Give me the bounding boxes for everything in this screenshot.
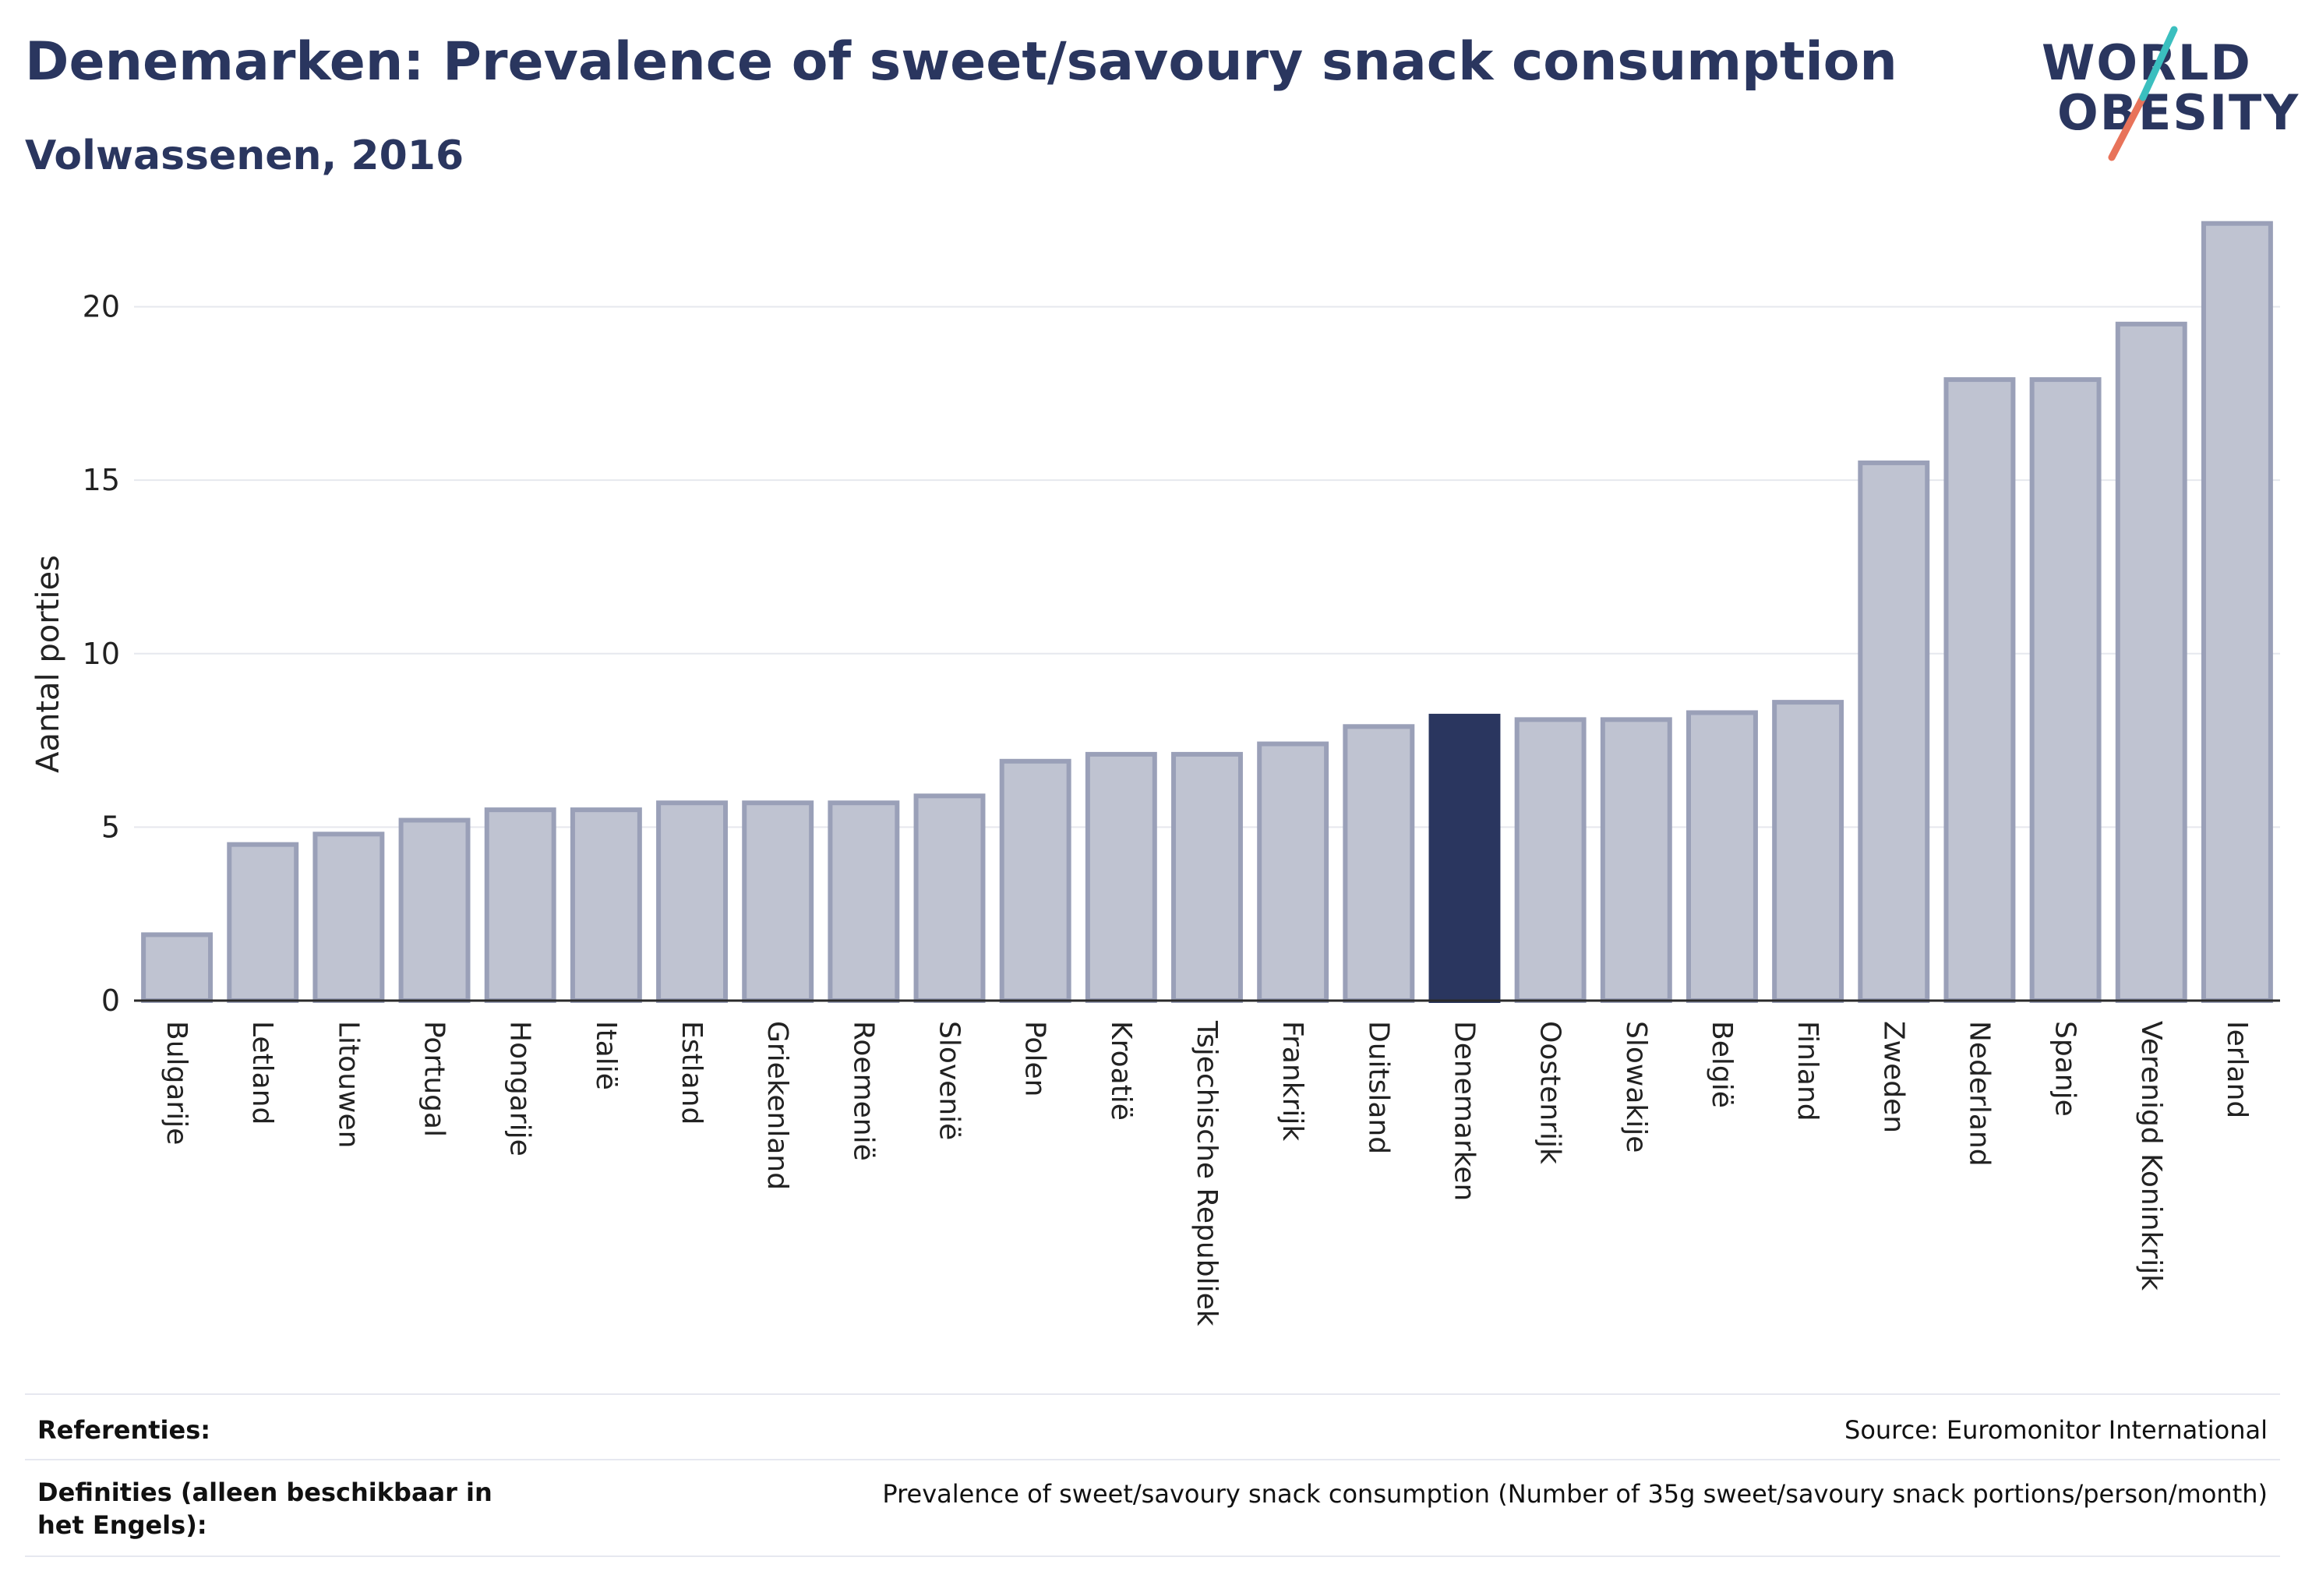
bar-kroatië [1085, 751, 1157, 1003]
bar-spanje [2029, 377, 2102, 1004]
footer-divider-bottom [25, 1555, 2280, 1557]
x-tick-label: Portugal [418, 1021, 450, 1137]
x-tick-label: Litouwen [332, 1021, 364, 1148]
y-tick-label: 10 [83, 637, 120, 671]
bar-nederland [1943, 377, 2016, 1004]
bar-chart: 0 5 10 15 20 Bulgarije Letland Litouwen Portuga… [30, 221, 2280, 1326]
bar-bulgarije [141, 932, 214, 1003]
x-tick-label: Letland [246, 1021, 278, 1125]
bar-letland [227, 842, 299, 1004]
definitions-row: Definities (alleen beschikbaar in het En… [25, 1474, 2280, 1552]
x-tick-label: Frankrijk [1276, 1021, 1308, 1141]
bars [134, 221, 2280, 1004]
bar-verenigd-koninkrijk [2115, 321, 2187, 1003]
x-tick-label: Spanje [2049, 1021, 2081, 1117]
x-tick-label: Ierland [2221, 1021, 2253, 1118]
world-obesity-logo: WORLD OBESITY [2026, 23, 2298, 171]
bar-slowakije [1600, 717, 1672, 1003]
y-tick-label: 20 [83, 290, 120, 324]
bar-litouwen [312, 832, 385, 1003]
x-tick-label: Bulgarije [161, 1021, 192, 1145]
references-value: Source: Euromonitor International [1844, 1415, 2268, 1445]
bar-italië [570, 807, 642, 1004]
x-tick-label: Griekenland [761, 1021, 793, 1190]
definitions-value: Prevalence of sweet/savoury snack consum… [882, 1479, 2268, 1509]
x-tick-label: Duitsland [1362, 1021, 1394, 1154]
bar-slovenië [913, 793, 986, 1003]
definitions-label: Definities (alleen beschikbaar in het En… [37, 1478, 492, 1540]
x-tick-label: Italië [590, 1021, 622, 1090]
x-tick-label: Hongarije [504, 1021, 536, 1156]
x-tick-label: Verenigd Koninkrijk [2135, 1021, 2167, 1291]
y-axis-label: Aantal porties [30, 555, 66, 773]
chart-title: Denemarken: Prevalence of sweet/savoury … [25, 31, 1897, 93]
y-tick-label: 5 [101, 810, 120, 844]
x-tick-label: Nederland [1963, 1021, 1995, 1167]
bar-frankrijk [1257, 741, 1329, 1003]
x-tick-label: België [1706, 1021, 1738, 1108]
bar-polen [999, 758, 1071, 1003]
x-tick-label: Denemarken [1448, 1021, 1480, 1201]
x-tick-label: Zweden [1877, 1021, 1909, 1133]
x-tick-label: Estland [676, 1021, 708, 1125]
x-axis-labels: Bulgarije Letland Litouwen Portugal Hongarij… [161, 1020, 2253, 1326]
x-tick-label: Tsjechische Republiek [1191, 1020, 1223, 1326]
y-tick-label: 0 [101, 983, 120, 1018]
bar-hongarije [484, 807, 556, 1004]
bar-belgië [1686, 710, 1758, 1003]
y-tick-label: 15 [83, 463, 120, 497]
x-tick-label: Finland [1791, 1021, 1823, 1121]
x-tick-label: Polen [1019, 1021, 1051, 1096]
logo-line-2: OBESITY [2057, 84, 2300, 141]
footer-divider-middle [25, 1459, 2280, 1460]
x-tick-label: Kroatië [1105, 1021, 1137, 1121]
logo-line-1: WORLD [2042, 34, 2252, 91]
bar-denemarken [1428, 713, 1501, 1003]
logo-slash-icon [2108, 26, 2178, 161]
footer-divider-top [25, 1393, 2280, 1395]
x-tick-label: Slowakije [1620, 1021, 1652, 1153]
bar-estland [656, 800, 729, 1003]
x-tick-label: Roemenië [847, 1021, 879, 1161]
bar-tsjechische-republiek [1171, 751, 1243, 1003]
bar-griekenland [742, 800, 814, 1003]
bar-oostenrijk [1514, 717, 1587, 1003]
chart-subtitle: Volwassenen, 2016 [25, 132, 464, 179]
bar-roemenië [828, 800, 900, 1003]
x-tick-label: Slovenië [934, 1021, 965, 1140]
bar-duitsland [1343, 724, 1415, 1003]
y-axis-ticks: 0 5 10 15 20 [83, 290, 120, 1018]
x-tick-label: Oostenrijk [1534, 1021, 1566, 1164]
references-label: Referenties: [37, 1415, 211, 1445]
references-row: Referenties: Source: Euromonitor Interna… [25, 1409, 2280, 1456]
bar-zweden [1858, 460, 1930, 1003]
bar-finland [1772, 700, 1844, 1003]
bar-portugal [398, 817, 471, 1003]
bar-ierland [2201, 221, 2273, 1003]
